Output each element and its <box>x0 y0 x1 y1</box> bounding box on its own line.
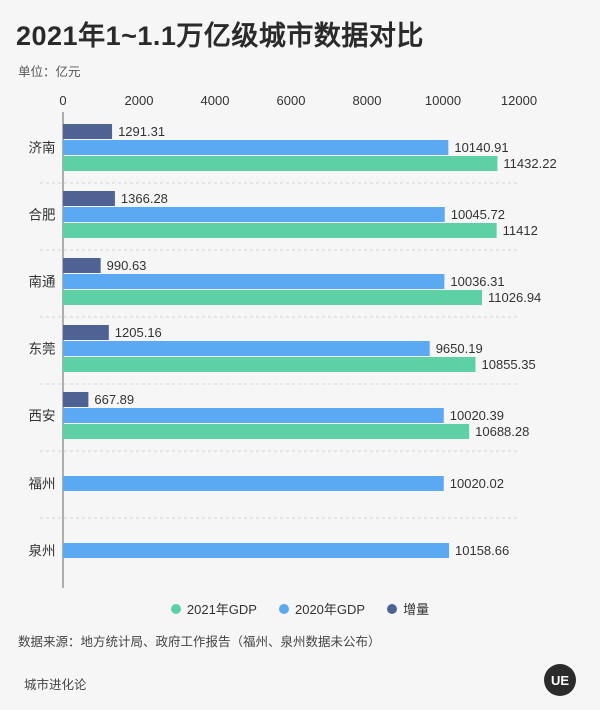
bar-value-label: 1291.31 <box>118 124 165 139</box>
bar <box>63 223 497 238</box>
legend-item: 2020年GDP <box>278 599 366 618</box>
bar-value-label: 11432.22 <box>503 156 556 171</box>
bar-value-label: 10158.66 <box>455 543 509 558</box>
bar-value-label: 10140.91 <box>454 140 508 155</box>
bar <box>63 543 450 558</box>
bar-value-label: 9650.19 <box>436 341 483 356</box>
bar <box>63 274 445 289</box>
bar <box>63 124 113 139</box>
bar <box>63 258 101 273</box>
brand-logo: UE <box>544 664 576 696</box>
bar-value-label: 10020.39 <box>450 408 504 423</box>
bar <box>63 140 449 155</box>
x-tick-label: 0 <box>59 93 66 108</box>
chart-legend: 2021年GDP 2020年GDP 增量 <box>0 599 600 618</box>
category-label: 东莞 <box>29 342 56 357</box>
bar-value-label: 11026.94 <box>488 290 541 305</box>
category-label: 南通 <box>29 275 56 290</box>
x-tick-label: 4000 <box>201 93 230 108</box>
legend-swatch <box>387 603 398 614</box>
legend-swatch <box>278 603 289 614</box>
legend-label: 2020年GDP <box>294 602 366 617</box>
bar-value-label: 10688.28 <box>475 424 529 439</box>
bar-value-label: 10020.02 <box>450 476 504 491</box>
bar <box>63 325 109 340</box>
category-label: 济南 <box>29 141 56 156</box>
x-tick-label: 6000 <box>277 93 306 108</box>
chart-title: 2021年1~1.1万亿级城市数据对比 <box>16 21 424 51</box>
legend-item: 增量 <box>387 599 429 618</box>
x-tick-label: 10000 <box>425 93 461 108</box>
bar-value-label: 10045.72 <box>451 207 505 222</box>
category-label: 西安 <box>29 409 56 424</box>
x-tick-label: 8000 <box>353 93 382 108</box>
bar-value-label: 10855.35 <box>482 357 536 372</box>
bar-value-label: 667.89 <box>94 392 134 407</box>
data-source-note: 数据来源：地方统计局、政府工作报告（福州、泉州数据未公布） <box>18 635 381 649</box>
bar <box>63 341 430 356</box>
legend-label: 2021年GDP <box>186 602 257 617</box>
bar-value-label: 10036.31 <box>450 274 504 289</box>
unit-label: 单位：亿元 <box>18 65 81 79</box>
bar <box>63 191 115 206</box>
bar <box>63 476 444 491</box>
legend-item: 2021年GDP <box>170 599 257 618</box>
bar <box>63 156 498 171</box>
bar <box>63 207 445 222</box>
bar <box>63 424 470 439</box>
bar <box>63 290 483 305</box>
category-label: 合肥 <box>29 208 56 223</box>
legend-label: 增量 <box>403 602 430 617</box>
bar <box>63 357 476 372</box>
bar-value-label: 1205.16 <box>115 325 162 340</box>
bar-value-label: 11412 <box>503 223 538 238</box>
x-tick-label: 12000 <box>501 93 537 108</box>
x-tick-label: 2000 <box>125 93 154 108</box>
bar <box>63 392 89 407</box>
bar-chart: 0 2000 4000 6000 8000 10000 12000 1291.31 10140.… <box>29 93 557 588</box>
bar-value-label: 990.63 <box>107 258 147 273</box>
category-label: 福州 <box>29 477 56 492</box>
bar <box>63 408 444 423</box>
brand-name: 城市进化论 <box>24 678 87 692</box>
category-label: 泉州 <box>29 543 56 559</box>
legend-swatch <box>170 603 181 614</box>
bar-value-label: 1366.28 <box>121 191 168 206</box>
